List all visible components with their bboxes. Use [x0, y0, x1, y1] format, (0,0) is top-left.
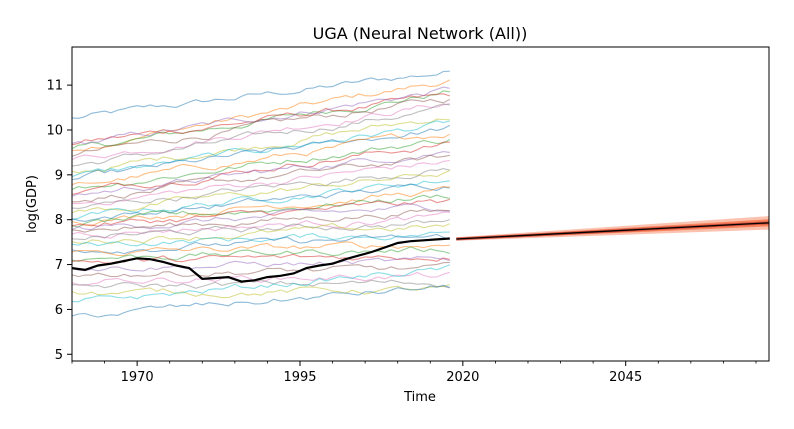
- history-series-line: [72, 246, 450, 262]
- y-tick-label: 11: [46, 79, 63, 94]
- chart-title: UGA (Neural Network (All)): [313, 24, 528, 43]
- history-series-line: [72, 233, 450, 255]
- history-series-line: [72, 198, 450, 227]
- history-series-line: [72, 118, 450, 174]
- history-series-line: [72, 98, 451, 157]
- history-series-line: [72, 209, 450, 233]
- history-series-line: [72, 103, 450, 167]
- history-series-line: [72, 124, 451, 181]
- history-series-line: [72, 168, 450, 209]
- history-series-line: [72, 261, 450, 278]
- history-series-line: [72, 256, 450, 272]
- y-tick-label: 9: [55, 168, 63, 183]
- history-series-line: [72, 186, 450, 227]
- history-series-line: [72, 283, 450, 299]
- y-tick-label: 8: [55, 213, 63, 228]
- history-series-line: [72, 154, 450, 203]
- x-tick-label: 1970: [121, 370, 154, 385]
- history-series-line: [72, 231, 450, 247]
- history-series-line: [72, 183, 450, 222]
- x-tick-label: 2045: [609, 370, 642, 385]
- x-tick-label: 2020: [446, 370, 479, 385]
- history-series-line: [72, 141, 450, 196]
- history-series-line: [72, 120, 450, 178]
- y-tick-label: 6: [55, 303, 63, 318]
- history-series-line: [72, 222, 451, 245]
- x-tick-label: 1995: [283, 370, 316, 385]
- history-series-line: [72, 279, 450, 289]
- highlight-series-line: [72, 237, 450, 283]
- history-series-line: [72, 159, 450, 206]
- history-series-line: [72, 203, 450, 231]
- history-series-line: [72, 264, 451, 303]
- history-series-line: [72, 284, 450, 318]
- history-series-line: [72, 169, 451, 214]
- forecast-median-line: [456, 222, 769, 240]
- x-axis: 1970 1995 2020 2045: [71, 361, 757, 385]
- history-series-line: [72, 133, 451, 186]
- plot-frame: [71, 46, 770, 362]
- history-series-line: [72, 86, 450, 145]
- x-axis-label: Time: [403, 390, 436, 405]
- history-series-line: [72, 211, 450, 239]
- y-tick-label: 10: [46, 123, 63, 138]
- history-series-line: [72, 79, 451, 152]
- history-series-line: [72, 139, 451, 191]
- history-series-line: [72, 271, 450, 286]
- y-axis-label: log(GDP): [25, 175, 40, 233]
- history-series-line: [72, 103, 450, 161]
- y-tick-label: 7: [55, 258, 63, 273]
- history-series-line: [72, 70, 450, 119]
- y-axis: 5 6 7 8 9 10 11: [46, 79, 72, 363]
- y-tick-label: 5: [55, 348, 63, 363]
- history-series-line: [72, 151, 450, 197]
